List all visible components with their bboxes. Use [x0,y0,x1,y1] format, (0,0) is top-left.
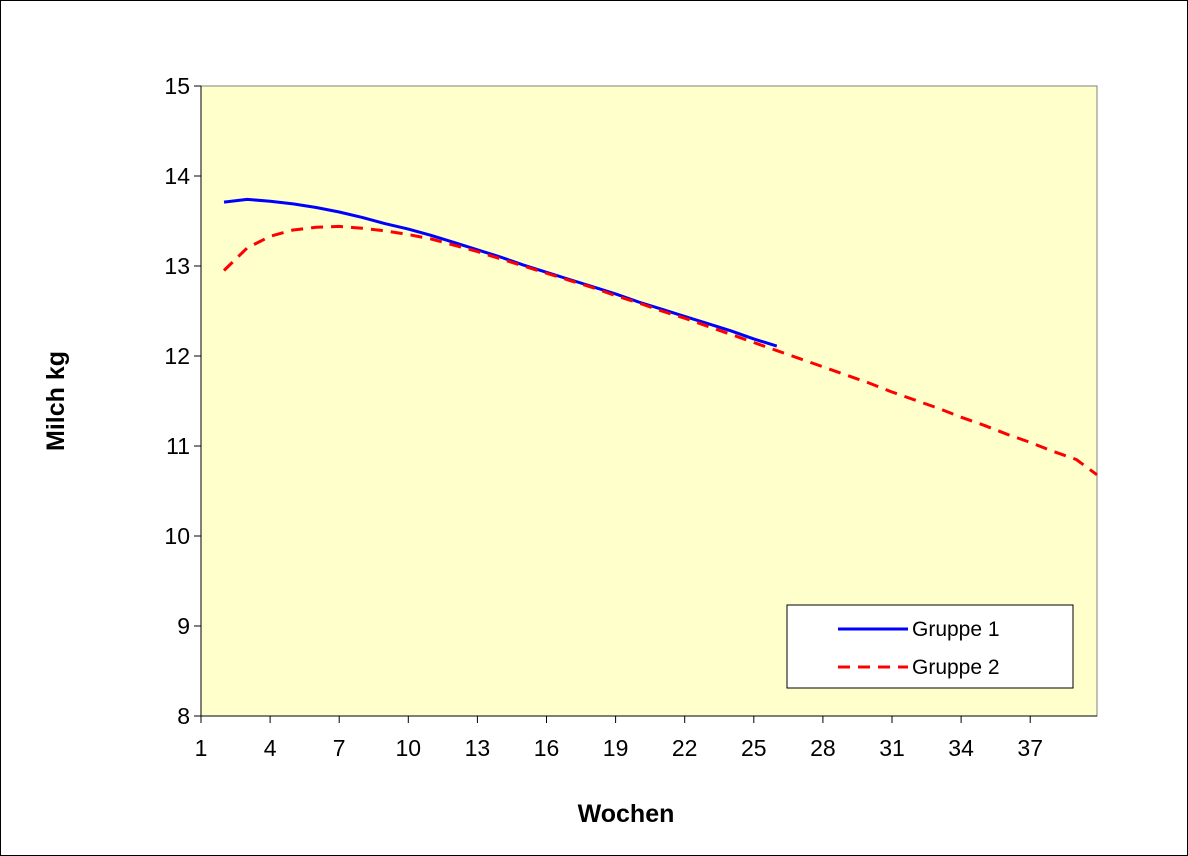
y-axis-title: Milch kg [42,351,70,451]
x-tick-label-22: 22 [672,735,698,761]
x-tick-label-7: 7 [333,735,346,761]
legend-label-gruppe-2: Gruppe 2 [912,656,1000,679]
series-line-gruppe-1 [223,197,778,348]
y-tick-label-15: 15 [164,73,190,99]
legend-label-gruppe-1: Gruppe 1 [912,618,1000,641]
y-tick-label-12: 12 [164,343,190,369]
series-layer [222,197,1098,477]
x-tick-label-10: 10 [396,735,422,761]
y-tick-label-13: 13 [164,253,190,279]
x-tick-label-31: 31 [879,735,905,761]
x-tick-label-1: 1 [195,735,208,761]
series-line-gruppe-2 [222,224,1098,477]
y-tick-label-9: 9 [177,613,190,639]
y-tick-label-11: 11 [166,433,190,459]
y-tick-label-14: 14 [164,163,190,189]
x-tick-label-16: 16 [534,735,560,761]
legend: Gruppe 1 Gruppe 2 [786,604,1074,689]
legend-box [786,604,1074,689]
x-tick-label-37: 37 [1017,735,1043,761]
x-tick-label-19: 19 [603,735,629,761]
x-tick-label-34: 34 [948,735,974,761]
y-tick-label-8: 8 [177,703,190,729]
x-tick-label-28: 28 [810,735,836,761]
x-tick-label-4: 4 [264,735,277,761]
x-axis-title: Wochen [578,800,675,828]
x-tick-label-25: 25 [741,735,767,761]
x-tick-label-13: 13 [465,735,491,761]
y-tick-label-10: 10 [164,523,190,549]
